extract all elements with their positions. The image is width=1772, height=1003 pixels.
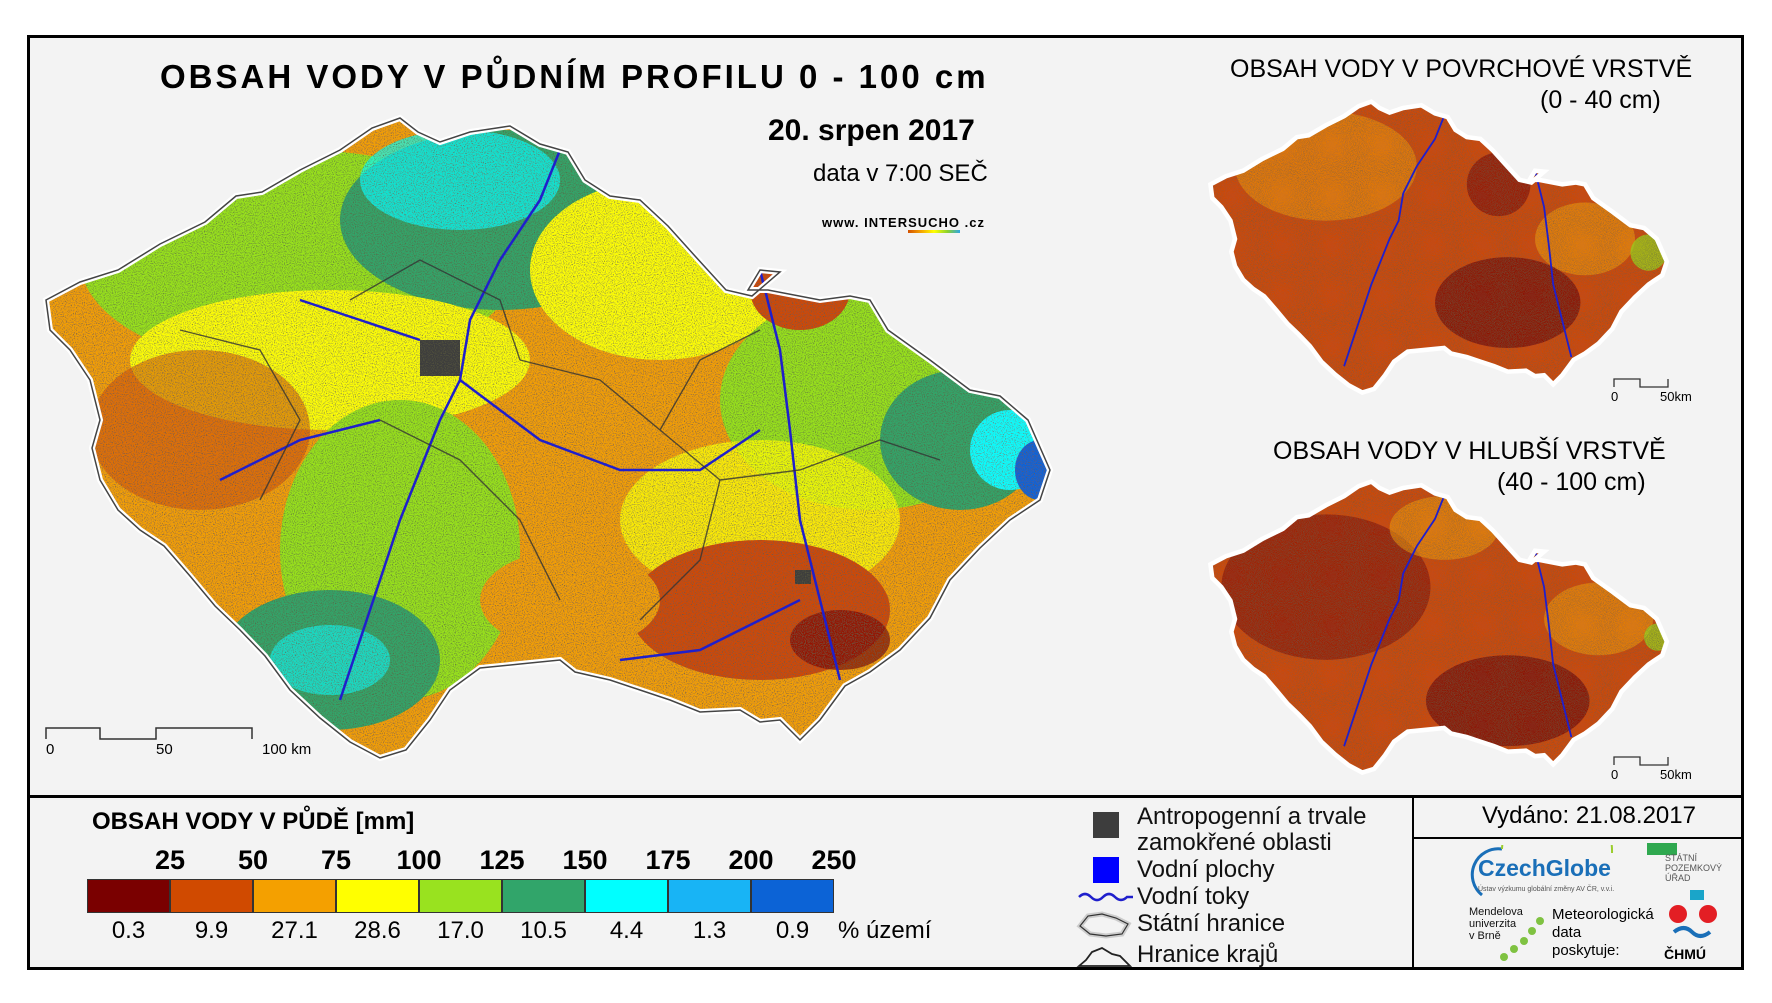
legend-class-percent: 17.0 (437, 917, 484, 944)
anthropogenic-label-2: zamokřené oblasti (1137, 829, 1332, 856)
legend-threshold-label: 25 (154, 845, 186, 875)
rivers-label: Vodní toky (1137, 883, 1250, 910)
inset-map-top (1185, 98, 1695, 398)
legend-class-swatch (751, 879, 834, 913)
legend-class-percent: 9.9 (194, 917, 229, 944)
inset-top-scale-bar (1613, 378, 1669, 388)
anthropogenic-label-1: Antropogenní a trvale (1137, 803, 1367, 830)
mendel-logo-icon (1500, 917, 1544, 961)
inset-top-title: OBSAH VODY V POVRCHOVÉ VRSTVĚ (1230, 55, 1693, 83)
legend-class-swatch (336, 879, 419, 913)
legend-class-percent: 4.4 (609, 917, 644, 944)
inset-top-depth: (0 - 40 cm) (1540, 86, 1661, 114)
inset-map-bottom (1185, 478, 1695, 778)
legend-threshold-label: 50 (237, 845, 269, 875)
region-border-symbol-icon (1076, 946, 1133, 967)
legend-class-swatch (87, 879, 170, 913)
meteo-line-3: poskytuje: (1552, 942, 1620, 959)
legend-title: OBSAH VODY V PŮDĚ [mm] (92, 808, 415, 835)
region-border-label: Hranice krajů (1137, 941, 1279, 968)
main-scale-bar (45, 727, 253, 740)
legend-threshold-label: 175 (645, 845, 691, 875)
legend-class-swatch (502, 879, 585, 913)
legend-class-swatch (253, 879, 336, 913)
czechglobe-logo-icon (1470, 845, 1614, 897)
spu-line-3: ÚŘAD (1665, 873, 1691, 883)
main-scale-label-100: 100 km (262, 741, 312, 758)
spu-line-2: POZEMKOVÝ (1665, 863, 1723, 873)
meteo-line-1: Meteorologická (1552, 906, 1654, 923)
mendel-line-3: v Brně (1469, 930, 1501, 942)
footer-divider (1412, 797, 1414, 970)
state-border-symbol-icon (1076, 911, 1132, 939)
chmu-logo-icon (1669, 890, 1717, 938)
mendel-line-1: Mendelova (1469, 906, 1523, 918)
url-brand: SUCHO (908, 215, 961, 233)
intersucho-link[interactable]: www. INTERSUCHO .cz (822, 215, 985, 233)
main-scale-label-50: 50 (156, 741, 173, 758)
water-bodies-label: Vodní plochy (1137, 856, 1275, 883)
inset-bottom-title: OBSAH VODY V HLUBŠÍ VRSTVĚ (1273, 437, 1666, 465)
issued-divider (1414, 837, 1744, 839)
main-map-title: OBSAH VODY V PŮDNÍM PROFILU 0 - 100 cm (160, 58, 989, 95)
spu-line-1: STÁTNÍ (1665, 853, 1698, 863)
legend-class-percent: 1.3 (692, 917, 727, 944)
mendel-university-name: Mendelova univerzita v Brně (1469, 906, 1539, 942)
rivers-symbol-icon (1078, 892, 1133, 902)
legend-class-swatch (419, 879, 502, 913)
url-prefix: www. INTER (822, 215, 909, 230)
inset-bottom-scale-bar (1613, 756, 1669, 766)
inset-top-scale-label-50: 50km (1660, 389, 1692, 404)
legend-class-percent: 10.5 (520, 917, 567, 944)
legend-class-swatch (170, 879, 253, 913)
inset-top-scale-label-0: 0 (1611, 389, 1619, 404)
czechglobe-subtitle: Ústav výzkumu globální změny AV ČR, v.v.… (1478, 886, 1615, 893)
legend-class-percent: 0.3 (111, 917, 146, 944)
inset-bottom-scale-label-50: 50km (1660, 767, 1692, 782)
state-border-label: Státní hranice (1137, 910, 1286, 937)
legend-threshold-label: 100 (396, 845, 442, 875)
percent-unit-label: % území (838, 917, 932, 944)
spu-name: STÁTNÍ POZEMKOVÝ ÚŘAD (1665, 853, 1722, 883)
inset-bottom-scale-label-0: 0 (1611, 767, 1619, 782)
inset-bottom-depth: (40 - 100 cm) (1497, 468, 1646, 496)
main-scale-label-0: 0 (46, 741, 55, 758)
legend-divider (27, 795, 1744, 798)
legend-threshold-label: 200 (728, 845, 774, 875)
czechglobe-name: CzechGlobe (1478, 855, 1611, 881)
issued-date: Vydáno: 21.08.2017 (1482, 802, 1696, 829)
meteo-line-2: data (1552, 924, 1582, 941)
legend-class-percent: 27.1 (271, 917, 318, 944)
legend-threshold-label: 125 (479, 845, 525, 875)
legend-threshold-label: 75 (320, 845, 352, 875)
spu-logo-icon (1647, 843, 1677, 855)
url-suffix: .cz (960, 215, 985, 230)
mendel-line-2: univerzita (1469, 918, 1517, 930)
meteo-data-provider: Meteorologická data poskytuje: (1552, 906, 1672, 960)
water-bodies-swatch (1093, 857, 1119, 883)
chmu-name: ČHMÚ (1664, 946, 1706, 962)
legend-class-percent: 28.6 (354, 917, 401, 944)
legend-threshold-label: 250 (811, 845, 857, 875)
legend-threshold-label: 150 (562, 845, 608, 875)
legend-class-swatch (585, 879, 668, 913)
map-date: 20. srpen 2017 (768, 114, 975, 147)
map-time: data v 7:00 SEČ (813, 160, 988, 187)
legend-class-percent: 0.9 (775, 917, 810, 944)
legend-class-swatch (668, 879, 751, 913)
anthropogenic-swatch (1093, 812, 1119, 838)
